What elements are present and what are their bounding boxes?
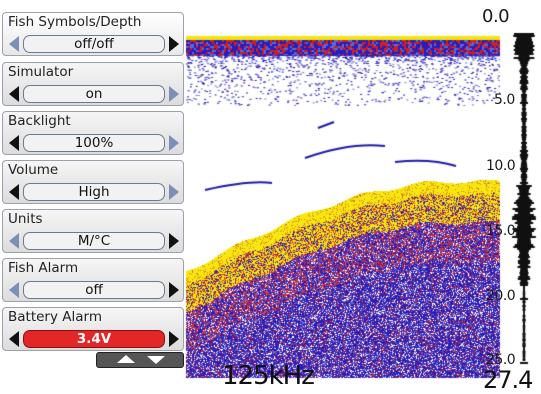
left-arrow-icon[interactable] (9, 233, 19, 249)
value-selector[interactable]: off (9, 281, 179, 299)
left-arrow-icon[interactable] (9, 282, 19, 298)
value-selector[interactable]: on (9, 85, 179, 103)
frequency-readout: 125kHz (222, 361, 315, 391)
right-arrow-icon[interactable] (169, 135, 179, 151)
scroll-up-icon[interactable] (117, 355, 135, 363)
left-arrow-icon[interactable] (9, 86, 19, 102)
left-arrow-icon[interactable] (9, 135, 19, 151)
depth-scale-label: 25.0 (486, 352, 516, 368)
value-field: M/°C (23, 232, 165, 250)
left-arrow-icon[interactable] (9, 184, 19, 200)
right-arrow-icon[interactable] (169, 184, 179, 200)
right-arrow-icon[interactable] (169, 233, 179, 249)
depth-top-readout: 0.0 (482, 6, 510, 27)
right-arrow-icon[interactable] (169, 331, 179, 347)
value-field: 100% (23, 134, 165, 152)
menu-item-battery-alarm[interactable]: Battery Alarm 3.4V (2, 307, 184, 351)
left-arrow-icon[interactable] (9, 331, 19, 347)
value-selector[interactable]: off/off (9, 35, 179, 53)
depth-scale-label: 10.0 (486, 158, 516, 174)
menu-item-label: Volume (8, 162, 59, 178)
value-selector[interactable]: M/°C (9, 232, 179, 250)
value-selector[interactable]: 3.4V (9, 330, 179, 348)
menu-item-fish-alarm[interactable]: Fish Alarm off (2, 258, 184, 302)
menu-item-label: Fish Symbols/Depth (8, 14, 142, 30)
menu-scroll-button[interactable] (96, 352, 184, 368)
menu-item-units[interactable]: Units M/°C (2, 209, 184, 253)
scroll-down-icon[interactable] (147, 356, 165, 364)
value-selector[interactable]: 100% (9, 134, 179, 152)
value-selector[interactable]: High (9, 183, 179, 201)
menu-item-label: Backlight (8, 113, 71, 129)
value-field: off/off (23, 35, 165, 53)
depth-scale-label: 15.0 (486, 223, 516, 239)
value-field: off (23, 281, 165, 299)
right-arrow-icon[interactable] (169, 282, 179, 298)
value-field: on (23, 85, 165, 103)
left-arrow-icon[interactable] (9, 36, 19, 52)
menu-item-fish-symbols[interactable]: Fish Symbols/Depth off/off (2, 12, 184, 56)
menu-item-backlight[interactable]: Backlight 100% (2, 111, 184, 155)
depth-scale-label: 20.0 (486, 288, 516, 304)
depth-readout: 27.4 (483, 366, 533, 394)
menu-item-label: Simulator (8, 64, 74, 80)
value-field: 3.4V (23, 330, 165, 348)
menu-item-label: Fish Alarm (8, 260, 79, 276)
right-arrow-icon[interactable] (169, 86, 179, 102)
menu-item-volume[interactable]: Volume High (2, 160, 184, 204)
depth-scale-label: 5.0 (494, 92, 515, 108)
menu-item-simulator[interactable]: Simulator on (2, 62, 184, 106)
settings-menu: Fish Symbols/Depth off/off Simulator on … (0, 12, 186, 378)
menu-item-label: Units (8, 211, 43, 227)
right-arrow-icon[interactable] (169, 36, 179, 52)
value-field: High (23, 183, 165, 201)
menu-item-label: Battery Alarm (8, 309, 102, 325)
